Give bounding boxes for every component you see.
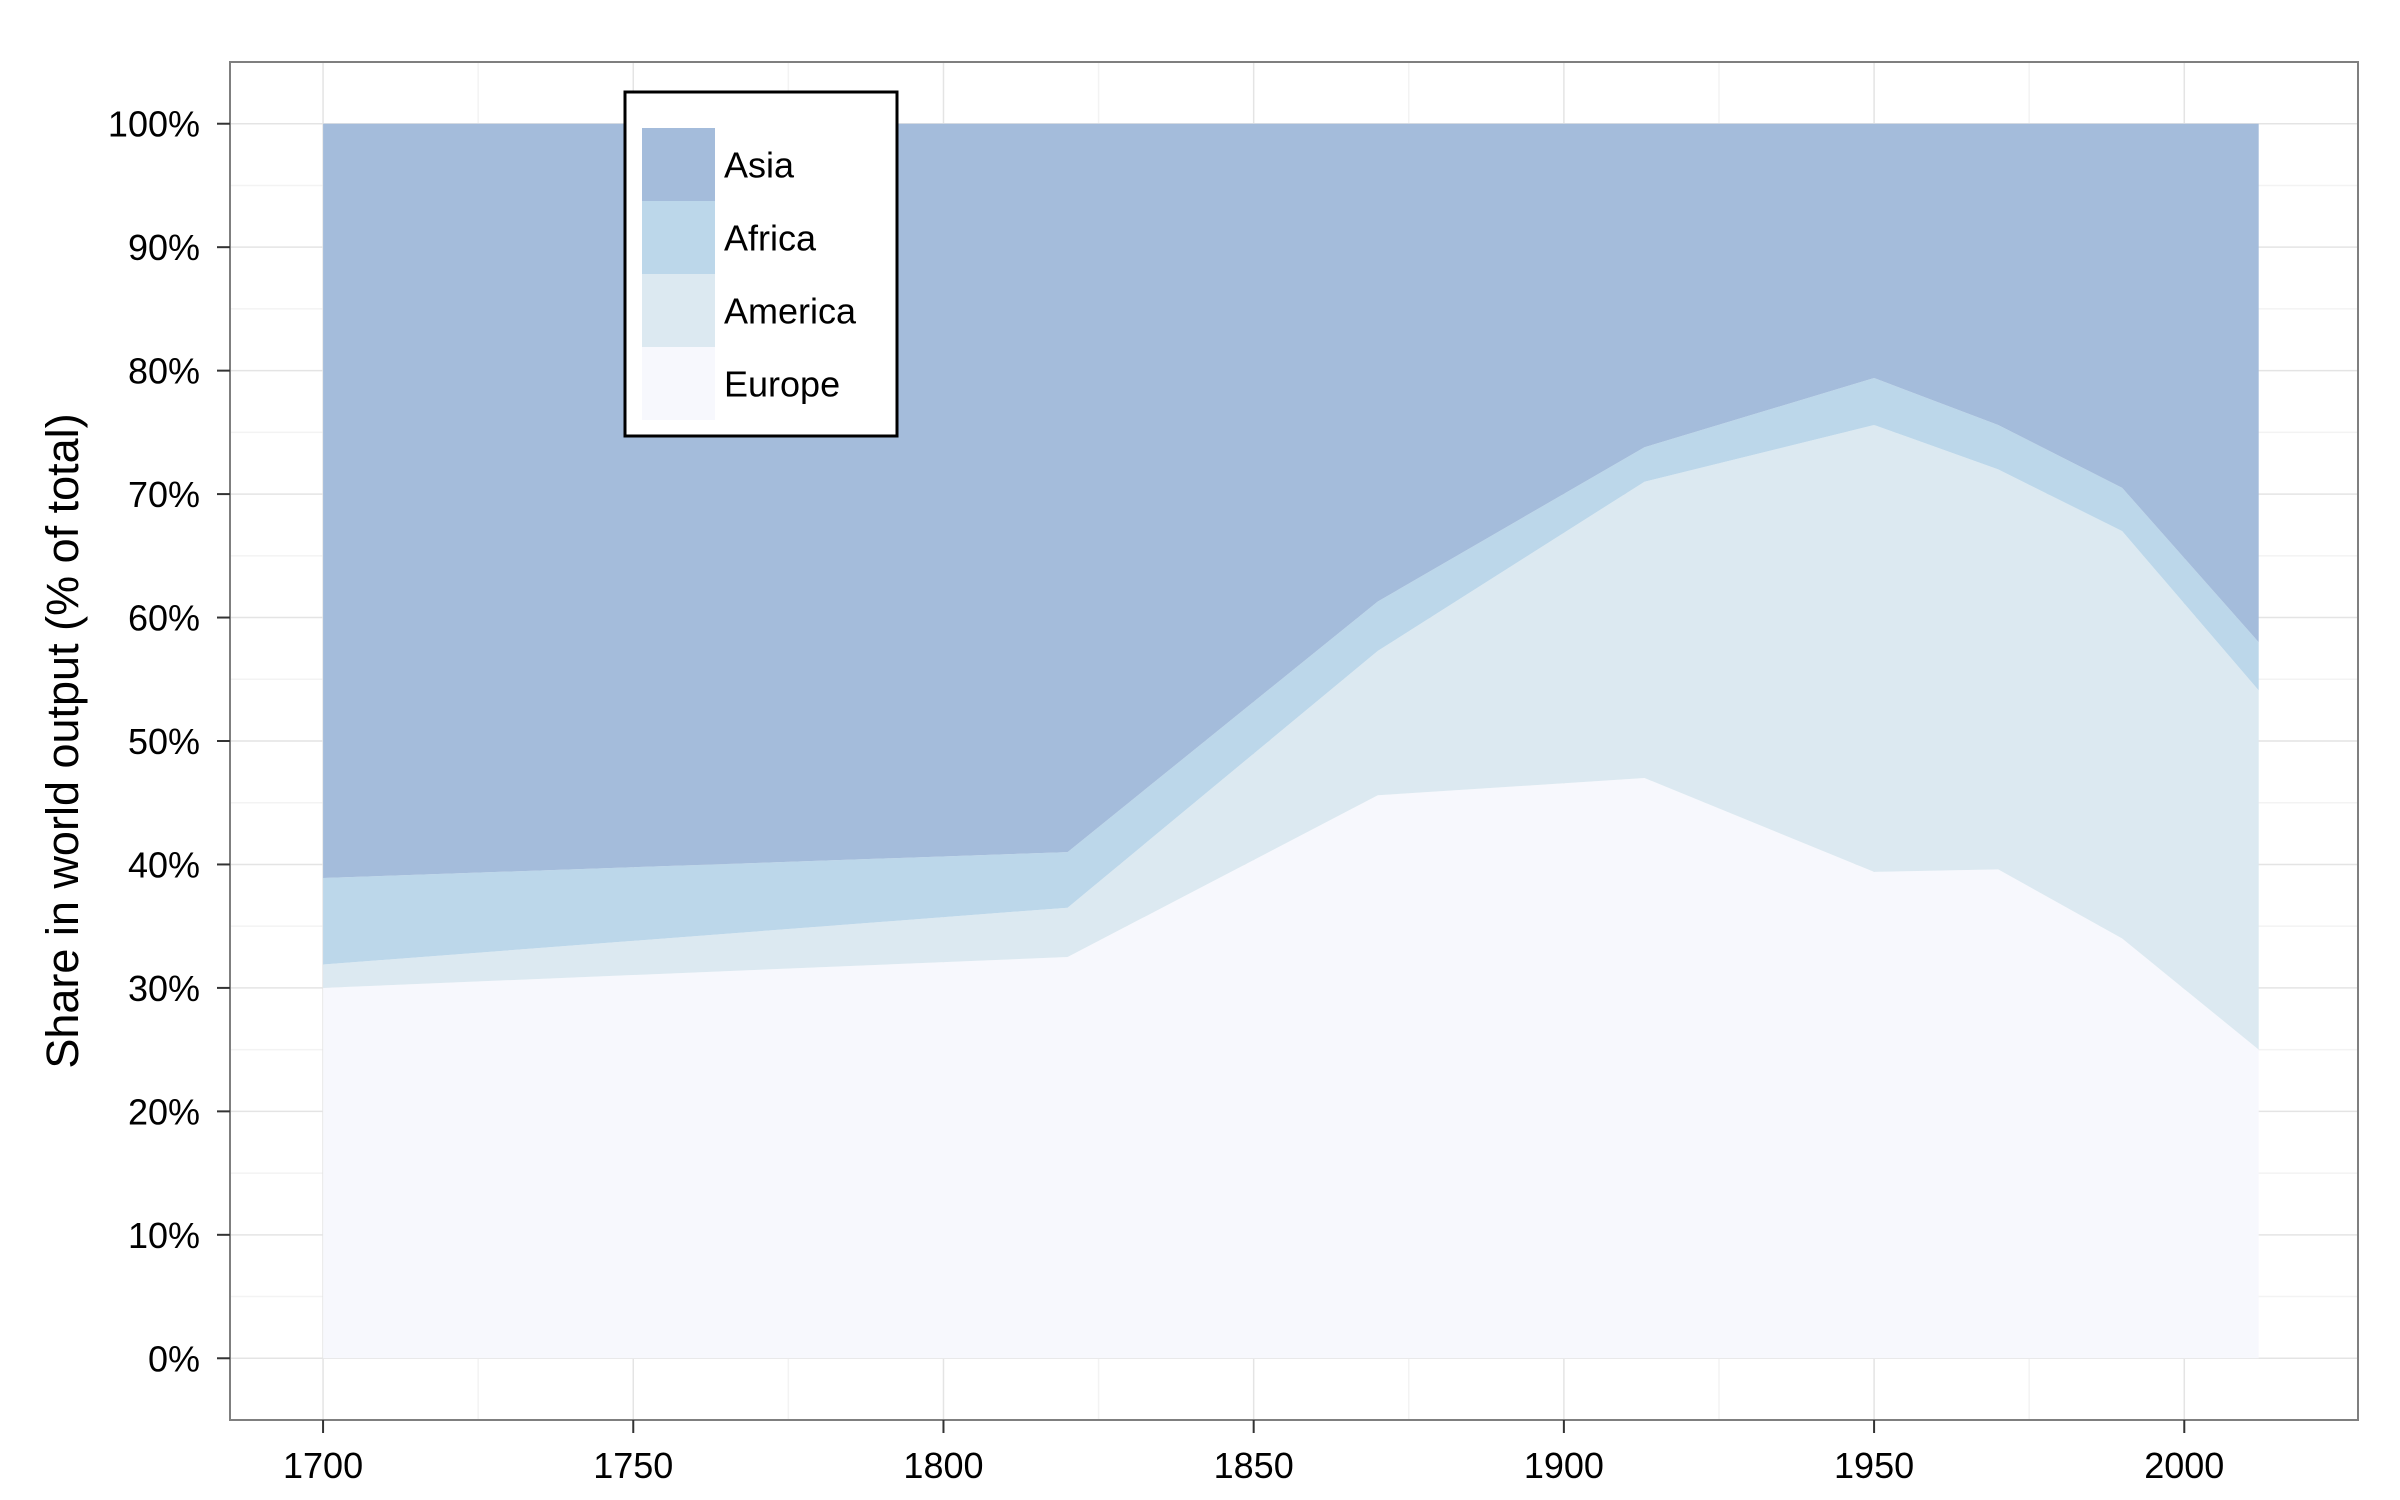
legend-key-america [642, 274, 715, 347]
area-europe [323, 778, 2259, 1359]
y-tick-label: 80% [128, 351, 200, 392]
y-tick-label: 100% [108, 104, 200, 145]
y-tick-label: 10% [128, 1215, 200, 1256]
x-axis-ticks: 1700 1750 1800 1850 1900 1950 2000 [283, 1420, 2224, 1486]
x-tick-label: 1750 [593, 1445, 673, 1486]
x-tick-label: 1850 [1214, 1445, 1294, 1486]
x-tick-label: 1700 [283, 1445, 363, 1486]
y-tick-label: 90% [128, 227, 200, 268]
y-axis-title: Share in world output (% of total) [37, 413, 88, 1068]
legend-label-america: America [724, 291, 857, 332]
y-tick-label: 30% [128, 968, 200, 1009]
x-tick-label: 1900 [1524, 1445, 1604, 1486]
legend-key-europe [642, 347, 715, 420]
legend-key-asia [642, 128, 715, 201]
y-tick-label: 50% [128, 721, 200, 762]
legend-label-europe: Europe [724, 364, 840, 405]
legend-key-africa [642, 201, 715, 274]
y-tick-label: 60% [128, 598, 200, 639]
legend-label-africa: Africa [724, 218, 817, 259]
area-america [323, 425, 2259, 1050]
area-africa [323, 378, 2259, 965]
x-tick-label: 2000 [2144, 1445, 2224, 1486]
y-tick-label: 0% [148, 1338, 200, 1379]
y-tick-label: 40% [128, 844, 200, 885]
x-tick-label: 1800 [903, 1445, 983, 1486]
area-series-group [323, 123, 2259, 1359]
y-axis-ticks: 0% 10% 20% 30% 40% 50% 60% 70% 80% 90% 100% [108, 104, 230, 1379]
y-tick-label: 20% [128, 1091, 200, 1132]
legend-label-asia: Asia [724, 145, 795, 186]
x-tick-label: 1950 [1834, 1445, 1914, 1486]
legend: Asia Africa America Europe [623, 90, 899, 438]
y-tick-label: 70% [128, 474, 200, 515]
